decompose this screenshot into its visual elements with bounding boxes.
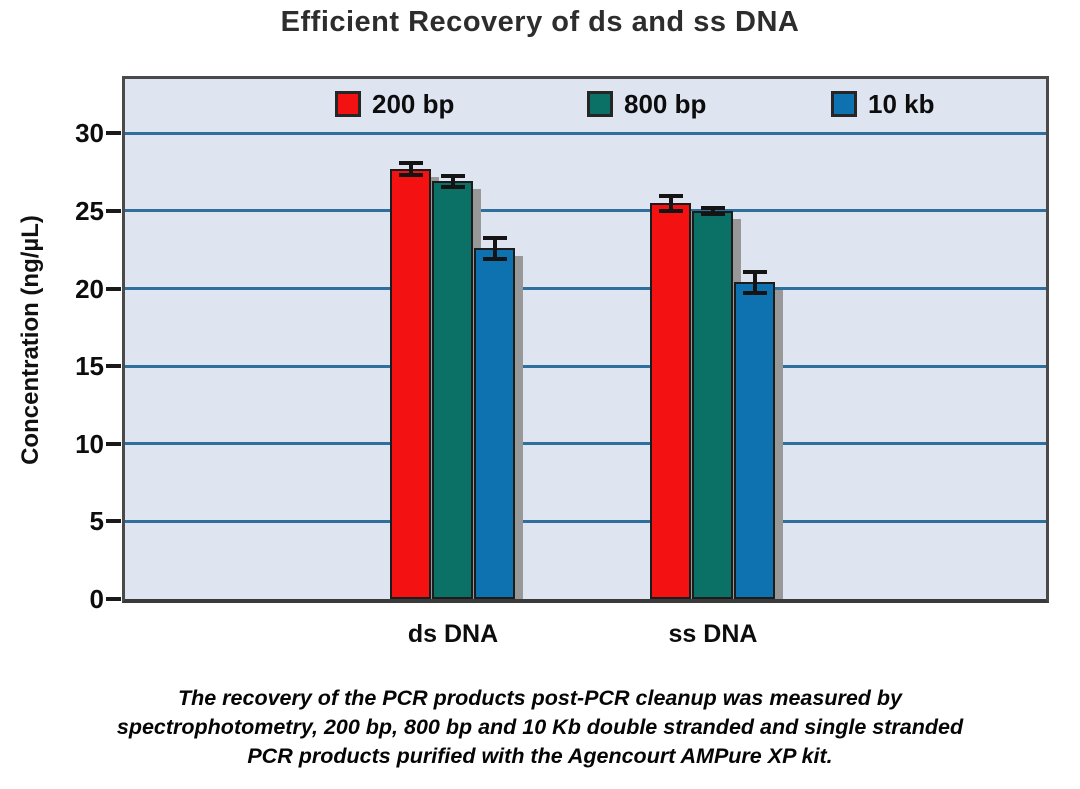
y-tick-mark-5: [106, 519, 121, 524]
y-tick-mark-25: [106, 208, 121, 213]
legend-swatch: [335, 91, 361, 117]
error-bar-stem: [408, 161, 413, 177]
error-bar: [700, 206, 725, 216]
y-tick-mark-15: [106, 364, 121, 369]
bar-800bp-ssDNA: [692, 210, 733, 599]
legend-label: 800 bp: [624, 89, 707, 119]
y-tick-mark-30: [106, 131, 121, 136]
caption-line: PCR products purified with the Agencourt…: [247, 744, 833, 769]
caption-line: spectrophotometry, 200 bp, 800 bp and 10…: [116, 715, 964, 740]
bar-10kb-dsDNA: [474, 248, 515, 599]
y-tick-label-10: 10: [75, 428, 104, 459]
error-bar-stem: [492, 235, 497, 261]
error-bar-stem: [668, 193, 673, 213]
error-bar: [398, 161, 423, 177]
category-label-ssDNA: ss DNA: [668, 620, 758, 648]
y-tick-mark-0: [106, 597, 121, 601]
error-bar: [482, 235, 507, 261]
y-tick-mark-10: [106, 441, 121, 446]
error-bar: [742, 269, 767, 295]
y-tick-label-20: 20: [75, 273, 104, 304]
error-bar: [658, 193, 683, 213]
legend-label: 200 bp: [372, 89, 455, 119]
plot-area: 200 bp 800 bp 10 kb: [122, 76, 1049, 603]
figure-caption: The recovery of the PCR products post-PC…: [60, 684, 1020, 771]
y-axis-label-text: Concentration (ng/µL): [17, 214, 45, 465]
legend-swatch: [587, 91, 613, 117]
gridline-15: [125, 364, 1046, 368]
y-tick-label-30: 30: [75, 118, 104, 149]
y-tick-label-15: 15: [75, 351, 104, 382]
legend-item-800bp: 800 bp: [587, 89, 706, 119]
y-tick-label-5: 5: [89, 506, 104, 537]
gridline-5: [125, 519, 1046, 523]
y-tick-label-25: 25: [75, 195, 104, 226]
legend-item-10kb: 10 kb: [831, 89, 935, 119]
gridline-10: [125, 442, 1046, 446]
legend-swatch: [831, 91, 857, 117]
error-bar-stem: [752, 269, 757, 295]
bar-10kb-ssDNA: [734, 282, 775, 599]
gridline-25: [125, 209, 1046, 213]
caption-line: The recovery of the PCR products post-PC…: [177, 686, 902, 710]
bar-200bp-ssDNA: [650, 203, 691, 599]
gridline-30: [125, 131, 1046, 135]
category-label-dsDNA: ds DNA: [407, 620, 499, 648]
legend-item-200bp: 200 bp: [335, 89, 454, 119]
error-bar: [440, 173, 465, 190]
chart-title: Efficient Recovery of ds and ss DNA: [280, 6, 800, 38]
bar-800bp-dsDNA: [432, 181, 473, 599]
error-bar-stem: [450, 173, 455, 190]
bar-200bp-dsDNA: [390, 169, 431, 599]
y-tick-label-0: 0: [89, 584, 104, 614]
legend-label: 10 kb: [868, 89, 935, 119]
y-tick-mark-20: [106, 286, 121, 291]
error-bar-stem: [710, 206, 715, 216]
gridline-20: [125, 287, 1046, 291]
